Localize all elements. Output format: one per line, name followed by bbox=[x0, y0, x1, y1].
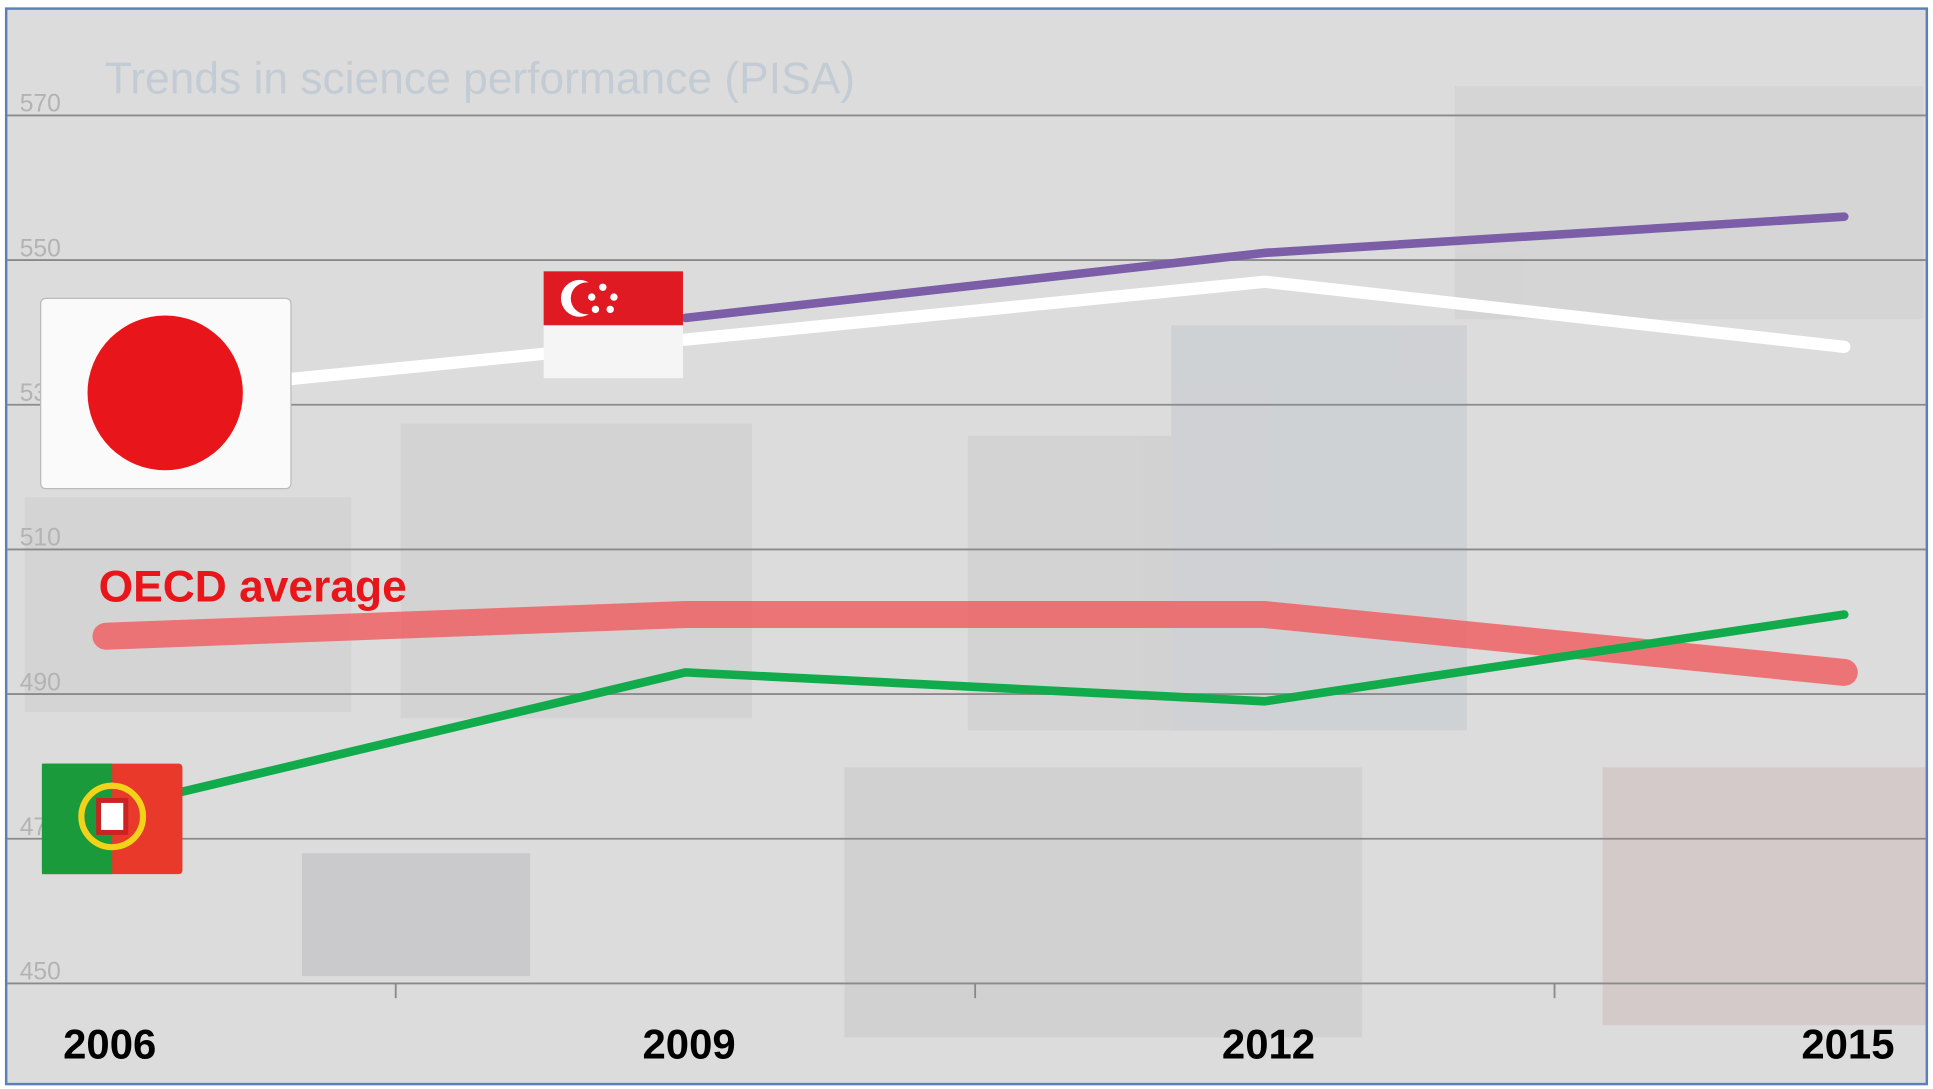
star bbox=[591, 305, 600, 314]
star bbox=[588, 293, 596, 301]
series-line bbox=[99, 275, 1851, 404]
chart-title: Trends in science performance (PISA) bbox=[105, 54, 855, 103]
flag-japan bbox=[40, 297, 292, 490]
x-tick-label: 2009 bbox=[643, 1020, 736, 1067]
flag-singapore bbox=[543, 271, 683, 379]
x-tick-label: 2006 bbox=[63, 1020, 156, 1067]
series-line bbox=[101, 610, 1849, 815]
photo bbox=[967, 435, 1172, 731]
photo bbox=[844, 767, 1363, 1038]
photo bbox=[1171, 325, 1468, 731]
flag-portugal bbox=[41, 763, 183, 875]
photo bbox=[302, 853, 531, 977]
y-tick-label: 450 bbox=[20, 959, 61, 986]
flag-shield bbox=[96, 798, 129, 835]
flag-stars bbox=[588, 283, 618, 314]
background bbox=[4, 7, 1929, 1086]
photo bbox=[24, 497, 352, 713]
series-line bbox=[92, 601, 1858, 686]
background-photos bbox=[24, 85, 1926, 1038]
y-tick-label: 570 bbox=[20, 91, 61, 118]
series-label: OECD average bbox=[99, 563, 407, 612]
star bbox=[610, 293, 618, 301]
x-tick-label: 2012 bbox=[1222, 1020, 1315, 1067]
y-tick-label: 490 bbox=[20, 669, 61, 696]
series-line bbox=[681, 212, 1849, 323]
star bbox=[606, 305, 614, 314]
x-tick-label: 2015 bbox=[1801, 1020, 1894, 1067]
y-tick-label: 550 bbox=[20, 235, 61, 262]
photo bbox=[1602, 767, 1926, 1026]
flag-white bbox=[543, 325, 683, 379]
flag-sphere bbox=[78, 782, 147, 851]
y-tick-label: 510 bbox=[20, 525, 61, 552]
photo bbox=[1454, 85, 1924, 320]
flag-disc bbox=[87, 315, 243, 471]
star bbox=[599, 283, 607, 291]
